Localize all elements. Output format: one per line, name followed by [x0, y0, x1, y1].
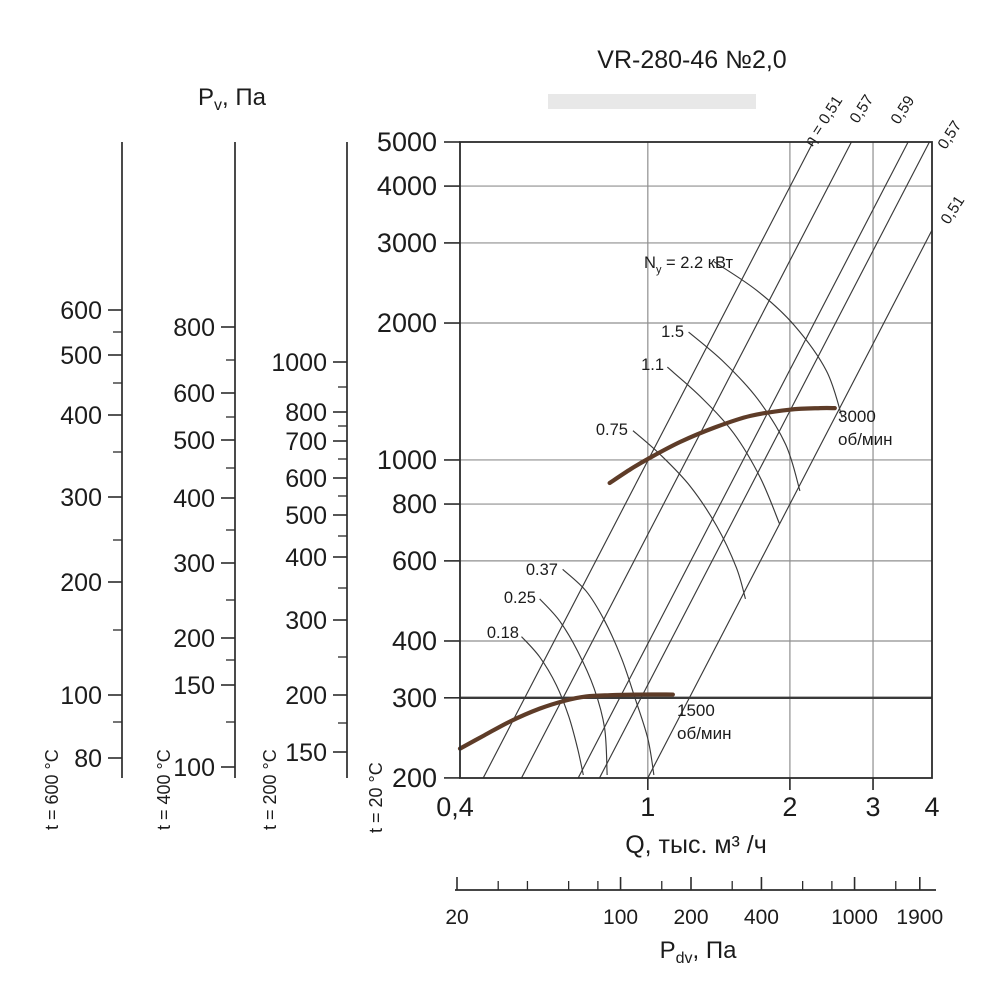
pdv-scale-label: 1900: [896, 906, 943, 929]
y-axis-label: 400: [392, 626, 437, 656]
temp-scale-label: 300: [60, 484, 102, 512]
eta-line: [521, 141, 852, 779]
x-axis-label: 2: [782, 792, 797, 822]
pdv-scale-label: 100: [603, 906, 638, 929]
pdv-scale-label: 200: [673, 906, 708, 929]
power-curve: [688, 331, 801, 492]
chart-title: VR-280-46 №2,0: [597, 46, 786, 74]
eta-line: [647, 229, 933, 779]
y-axis-label: 800: [392, 489, 437, 519]
eta-line: [577, 141, 909, 779]
temp-scale-label: 300: [285, 607, 327, 635]
temp-scale-label: 500: [173, 427, 215, 455]
x-axis-label: 3: [866, 792, 881, 822]
power-curve: [539, 598, 608, 776]
temp-scale-label: 150: [173, 672, 215, 700]
speed-curve-label: об/мин: [838, 430, 893, 449]
speed-curve-3000: [607, 405, 837, 486]
temp-scale-label: 600: [173, 380, 215, 408]
pdv-scale-label: 1000: [831, 906, 878, 929]
temp-scale-label: 1000: [271, 349, 327, 377]
power-curve: [666, 366, 780, 524]
q-axis-title: Q, тыс. м³ /ч: [625, 831, 767, 859]
x-axis-label: 1: [640, 792, 655, 822]
pdv-scale-label: 400: [744, 906, 779, 929]
temp-scale-label: 100: [60, 682, 102, 710]
pdv-scale-label: 20: [445, 906, 468, 929]
pdv-axis-title: Pdv, Па: [660, 937, 738, 967]
eta-line-label: η = 0,51: [801, 93, 846, 150]
y-axis-label: 2000: [377, 308, 437, 338]
temp-scale-caption: t = 200 °C: [260, 749, 280, 830]
temp-scale-label: 400: [60, 402, 102, 430]
temp-scale-label: 400: [173, 485, 215, 513]
power-curve: [562, 568, 655, 776]
power-curve-label: 0.37: [526, 561, 558, 579]
temp-scale-label: 700: [285, 428, 327, 456]
temp-scale-label: 600: [60, 297, 102, 325]
y-axis-label: 4000: [377, 171, 437, 201]
temp-scale-label: 300: [173, 550, 215, 578]
y-axis-label: 1000: [377, 445, 437, 475]
power-curve-label: 0.75: [596, 421, 628, 439]
eta-line-label: 0,57: [935, 118, 966, 153]
eta-line-label: 0,59: [888, 93, 919, 128]
temp-scale-label: 100: [173, 754, 215, 782]
temp-scale-label: 600: [285, 465, 327, 493]
temp-scale-label: 200: [173, 625, 215, 653]
power-curve: [713, 261, 843, 418]
temp-scale-caption-20: t = 20 °C: [366, 762, 386, 833]
temp-scale-label: 800: [285, 399, 327, 427]
temp-scale-label: 150: [285, 739, 327, 767]
scan-artifact-band: [548, 94, 756, 109]
speed-curve-label: 3000: [838, 407, 876, 426]
temp-scale-label: 500: [285, 502, 327, 530]
speed-curve-label: 1500: [677, 701, 715, 720]
temp-scale-caption: t = 400 °C: [154, 749, 174, 830]
eta-line-label: 0,51: [938, 193, 969, 228]
y-axis-label: 600: [392, 546, 437, 576]
eta-line: [598, 141, 930, 779]
temp-scale-label: 800: [173, 314, 215, 342]
y-axis-label: 200: [392, 763, 437, 793]
eta-line-label: 0,57: [847, 92, 878, 127]
power-curve-label: Nу = 2.2 кВт: [644, 254, 733, 276]
power-curve-label: 0.18: [487, 624, 519, 642]
x-axis-label: 4: [924, 792, 939, 822]
speed-curve-1500: [457, 692, 675, 751]
temp-scale-label: 80: [74, 745, 102, 773]
power-curve-label: 0.25: [504, 589, 536, 607]
temp-scale-caption: t = 600 °C: [42, 749, 62, 830]
temp-scale-label: 200: [60, 569, 102, 597]
speed-curve-label: об/мин: [677, 724, 732, 743]
y-axis-label: 300: [392, 683, 437, 713]
temp-scale-label: 400: [285, 544, 327, 572]
y-axis-label: 5000: [377, 127, 437, 157]
x-axis-label: 0,4: [436, 792, 474, 822]
y-axis-label: 3000: [377, 228, 437, 258]
temp-scale-label: 500: [60, 342, 102, 370]
power-curve-label: 1.5: [661, 323, 684, 341]
pv-axis-title: Pv, Па: [198, 84, 267, 114]
temp-scale-label: 200: [285, 682, 327, 710]
power-curve-label: 1.1: [641, 356, 664, 374]
